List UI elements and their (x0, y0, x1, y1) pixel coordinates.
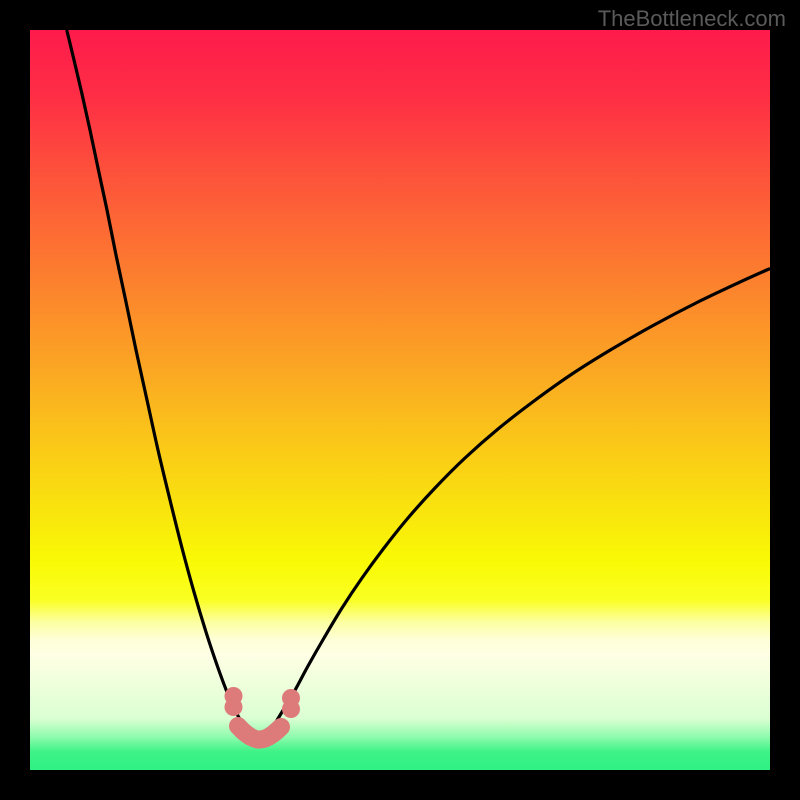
chart-root: TheBottleneck.com (0, 0, 800, 800)
valley-bead (225, 698, 243, 716)
gradient-background (30, 30, 770, 770)
watermark-text: TheBottleneck.com (598, 6, 786, 32)
valley-bead (282, 700, 300, 718)
chart-svg (0, 0, 800, 800)
